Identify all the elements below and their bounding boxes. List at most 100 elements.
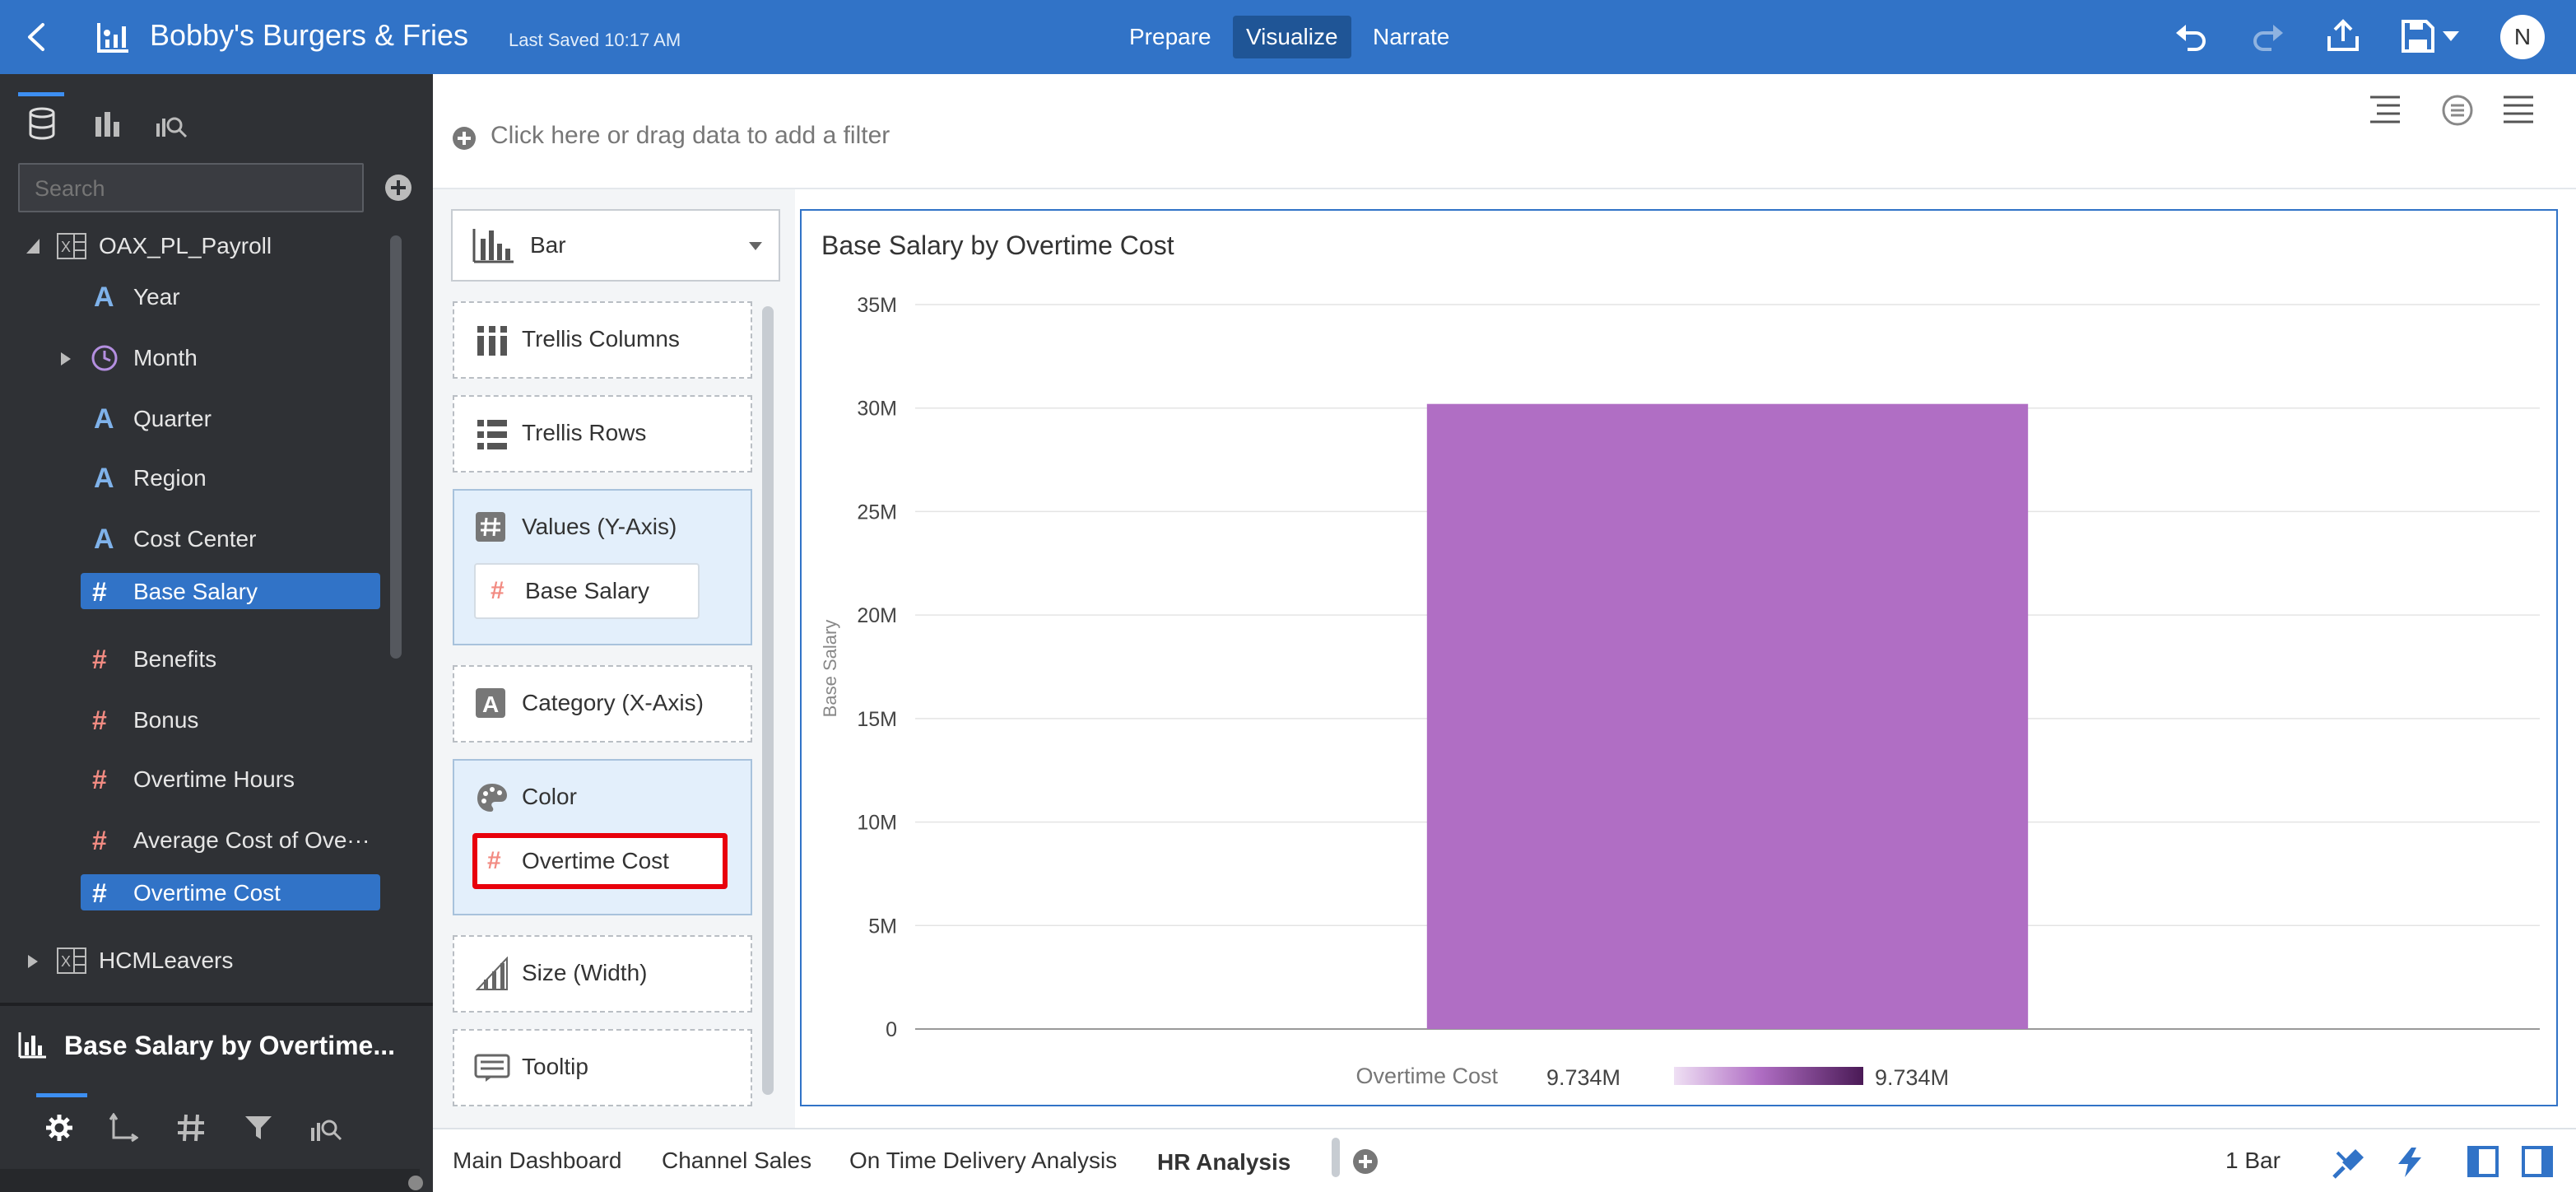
- overtime-cost-pill[interactable]: # Overtime Cost: [472, 833, 728, 889]
- size-width-dropzone[interactable]: Size (Width): [453, 935, 752, 1013]
- y-axis-label: Base Salary: [820, 620, 840, 718]
- category-x-axis-dropzone[interactable]: A Category (X-Axis): [453, 665, 752, 743]
- chart-type-selector[interactable]: Bar: [451, 209, 780, 282]
- column-item-base-salary[interactable]: # Base Salary: [0, 571, 387, 612]
- y-tick-label: 15M: [857, 708, 897, 731]
- grammar-panel-toggle-icon[interactable]: [2369, 94, 2402, 125]
- canvas-tab-channel-sales[interactable]: Channel Sales: [662, 1148, 812, 1173]
- data-actions-icon[interactable]: [2331, 1144, 2367, 1180]
- properties-scrollbar-track[interactable]: [0, 1169, 420, 1192]
- column-label: Overtime Hours: [133, 766, 295, 792]
- canvas-tabs-bar: Main Dashboard Channel Sales On Time Del…: [433, 1128, 2576, 1192]
- add-filter-icon[interactable]: [451, 125, 477, 151]
- column-item-cost-center[interactable]: A Cost Center: [0, 519, 387, 560]
- attribute-box-icon: A: [476, 688, 505, 718]
- search-box[interactable]: [18, 163, 364, 212]
- analytics-properties-icon[interactable]: [309, 1113, 342, 1143]
- bar-chart[interactable]: 0 5M 10M 15M 20M 25M 30M 35M Base Salary Overti…: [802, 211, 2556, 1105]
- filter-bar[interactable]: Click here or drag data to add a filter: [433, 74, 2576, 189]
- auto-apply-lightning-icon[interactable]: [2395, 1146, 2425, 1179]
- analytics-icon[interactable]: [155, 110, 188, 138]
- column-item-year[interactable]: A Year: [0, 277, 387, 318]
- values-y-axis-dropzone[interactable]: Values (Y-Axis) # Base Salary: [453, 489, 752, 645]
- excel-file-icon: X: [57, 233, 86, 259]
- visualization-canvas[interactable]: Base Salary by Overtime Cost 0 5M 10M 15M 20…: [800, 209, 2558, 1106]
- save-icon[interactable]: [2400, 18, 2436, 56]
- data-source-icon[interactable]: [28, 107, 56, 140]
- bar[interactable]: [1426, 403, 2029, 1029]
- y-tick-label: 35M: [857, 294, 897, 317]
- legend-title: Overtime Cost: [1355, 1064, 1498, 1088]
- tabs-scrollbar[interactable]: [1332, 1138, 1340, 1177]
- column-item-average-cost-of-overtime[interactable]: # Average Cost of Ove···: [0, 820, 387, 861]
- selection-highlight: [81, 573, 380, 609]
- y-tick-label: 20M: [857, 604, 897, 627]
- expand-triangle-icon[interactable]: [59, 351, 72, 367]
- base-salary-pill[interactable]: # Base Salary: [474, 563, 700, 619]
- column-item-overtime-hours[interactable]: # Overtime Hours: [0, 759, 387, 800]
- measure-icon: #: [92, 705, 107, 735]
- column-item-overtime-cost[interactable]: # Overtime Cost: [0, 873, 387, 914]
- size-width-icon: [476, 957, 508, 990]
- measure-icon: #: [92, 765, 107, 794]
- panel-divider[interactable]: [0, 1003, 433, 1006]
- data-insights-icon[interactable]: [2441, 94, 2474, 127]
- canvas-tab-main-dashboard[interactable]: Main Dashboard: [453, 1148, 622, 1173]
- pill-label: Overtime Cost: [522, 848, 669, 873]
- tab-visualize[interactable]: Visualize: [1233, 16, 1351, 58]
- back-chevron-icon[interactable]: [20, 20, 53, 54]
- column-label: Quarter: [133, 406, 212, 431]
- right-panel-toggle-icon[interactable]: [2522, 1146, 2553, 1177]
- general-settings-gear-icon[interactable]: [44, 1113, 74, 1143]
- undo-icon[interactable]: [2173, 18, 2211, 56]
- properties-scroll-thumb[interactable]: [408, 1176, 423, 1190]
- color-palette-icon: [477, 784, 507, 812]
- values-y-axis-label: Values (Y-Axis): [522, 514, 677, 539]
- bar-chart-type-icon: [472, 229, 514, 263]
- filter-funnel-icon[interactable]: [244, 1113, 273, 1143]
- canvas-tab-hr-analysis[interactable]: HR Analysis: [1157, 1149, 1291, 1175]
- user-avatar[interactable]: N: [2500, 15, 2545, 59]
- column-item-benefits[interactable]: # Benefits: [0, 639, 387, 680]
- dataset-hcmleavers[interactable]: X HCMLeavers: [0, 940, 387, 981]
- svg-text:X: X: [61, 953, 71, 970]
- properties-panel-toggle-icon[interactable]: [2502, 94, 2535, 125]
- axis-icon[interactable]: [109, 1113, 138, 1143]
- column-item-bonus[interactable]: # Bonus: [0, 700, 387, 741]
- add-filter-text[interactable]: Click here or drag data to add a filter: [491, 122, 890, 149]
- trellis-columns-icon: [477, 326, 507, 356]
- column-item-quarter[interactable]: A Quarter: [0, 398, 387, 440]
- visualizations-icon[interactable]: [94, 110, 122, 138]
- save-dropdown-chevron-icon[interactable]: [2441, 30, 2461, 44]
- grammar-panel: Bar Trellis Columns Trellis Rows: [433, 189, 795, 1128]
- column-item-month[interactable]: Month: [0, 338, 387, 379]
- dataset-oax-pl-payroll[interactable]: X OAX_PL_Payroll: [0, 226, 387, 267]
- trellis-rows-dropzone[interactable]: Trellis Rows: [453, 395, 752, 473]
- tree-scrollbar[interactable]: [390, 235, 402, 659]
- grammar-scrollbar[interactable]: [762, 306, 774, 1095]
- add-data-icon[interactable]: [384, 173, 413, 203]
- column-label: Bonus: [133, 707, 199, 733]
- export-icon[interactable]: [2324, 16, 2362, 56]
- tab-prepare[interactable]: Prepare: [1129, 24, 1211, 49]
- collapse-triangle-icon[interactable]: [25, 237, 43, 255]
- chart-title: Base Salary by Overtime Cost: [821, 230, 1174, 260]
- selection-count: 1 Bar: [2225, 1148, 2281, 1173]
- redo-icon[interactable]: [2248, 18, 2286, 56]
- number-format-icon[interactable]: [176, 1113, 206, 1143]
- attribute-icon: A: [94, 282, 114, 313]
- add-canvas-icon[interactable]: [1351, 1148, 1379, 1176]
- expand-triangle-icon[interactable]: [26, 953, 40, 970]
- tooltip-dropzone[interactable]: Tooltip: [453, 1029, 752, 1106]
- left-panel-toggle-icon[interactable]: [2467, 1146, 2499, 1177]
- attribute-icon: A: [94, 403, 114, 435]
- search-input[interactable]: [35, 175, 347, 203]
- measure-box-icon: [476, 512, 505, 542]
- color-dropzone[interactable]: Color # Overtime Cost: [453, 759, 752, 915]
- canvas-tab-on-time-delivery[interactable]: On Time Delivery Analysis: [849, 1148, 1118, 1173]
- chevron-down-icon: [749, 242, 762, 250]
- column-item-region[interactable]: A Region: [0, 458, 387, 499]
- project-title[interactable]: Bobby's Burgers & Fries: [150, 18, 469, 52]
- tab-narrate[interactable]: Narrate: [1373, 24, 1450, 49]
- trellis-columns-dropzone[interactable]: Trellis Columns: [453, 301, 752, 379]
